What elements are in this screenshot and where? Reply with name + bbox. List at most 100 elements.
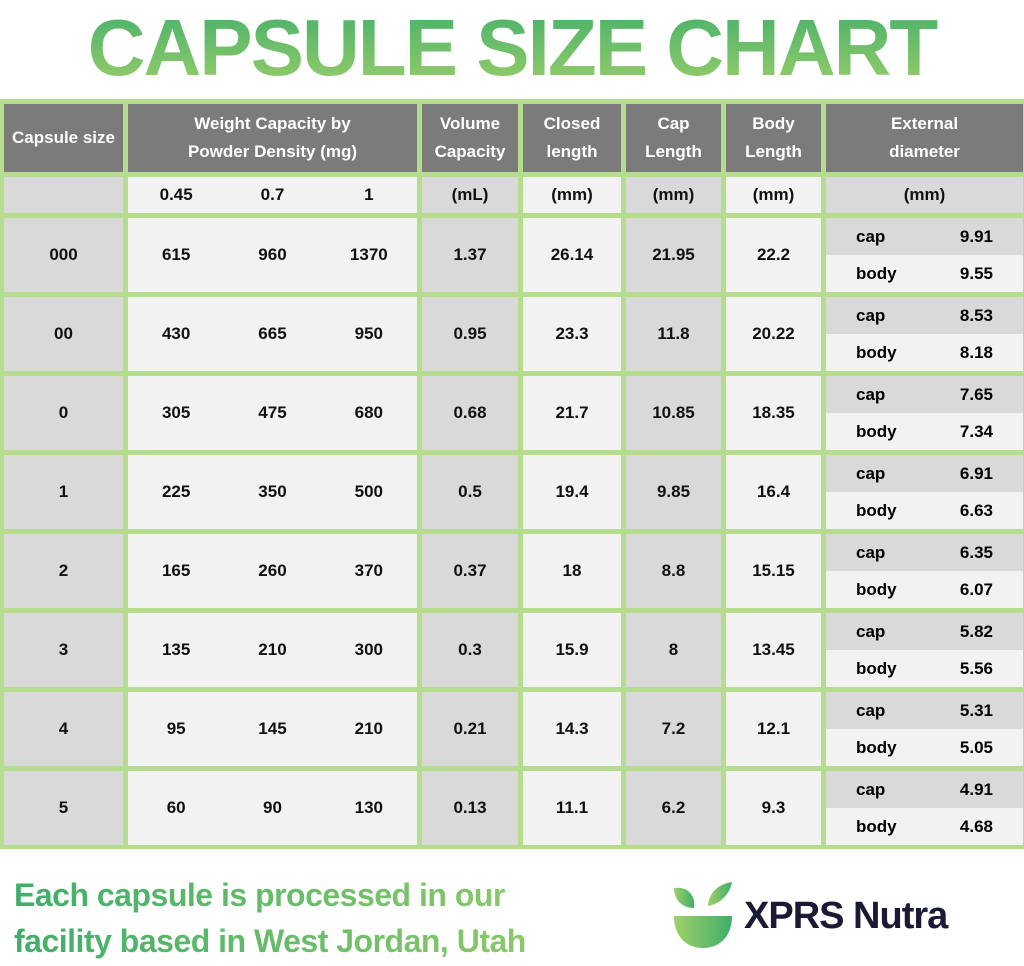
body-length-cell: 9.3 [726,771,821,845]
body-length-cell: 18.35 [726,376,821,450]
volume-cell: 0.3 [422,613,518,687]
weight-value: 130 [354,798,384,817]
external-body-value: 9.55 [959,263,993,283]
external-body-row: body 5.56 [826,650,1023,687]
capsule-size-cell: 00 [4,297,123,371]
unit-closed: (mm) [523,177,621,213]
external-cap-label: cap [856,384,886,404]
header-closed-length: Closed length [523,104,621,172]
external-body-label: body [856,816,897,836]
closed-length-cell: 15.9 [523,613,621,687]
closed-length-cell: 23.3 [523,297,621,371]
external-cap-row: cap 6.91 [826,455,1023,492]
unit-external: (mm) [826,177,1023,213]
body-length-cell: 13.45 [726,613,821,687]
capsule-size-cell: 3 [4,613,123,687]
external-diameter-cell: cap 6.35 body 6.07 [826,534,1023,608]
external-cap-row: cap 5.31 [826,692,1023,729]
external-diameter-cell: cap 7.65 body 7.34 [826,376,1023,450]
weight-value: 500 [354,482,384,501]
cap-length-cell: 21.95 [626,218,721,292]
external-cap-label: cap [856,542,886,562]
external-body-label: body [856,421,897,441]
cap-length-cell: 10.85 [626,376,721,450]
cap-length-cell: 6.2 [626,771,721,845]
external-cap-value: 6.35 [959,542,993,562]
bowl-with-leaves-icon [674,882,732,948]
weight-value: 60 [166,798,186,817]
external-body-label: body [856,500,897,520]
weight-value: 145 [258,719,287,738]
page-title: CAPSULE SIZE CHART [0,0,1024,96]
external-cap-row: cap 9.91 [826,218,1023,255]
weight-value: 960 [258,245,287,264]
weight-capacity-cell: 225 350 500 [128,455,417,529]
external-body-label: body [856,658,897,678]
volume-cell: 0.95 [422,297,518,371]
external-cap-row: cap 7.65 [826,376,1023,413]
closed-length-cell: 21.7 [523,376,621,450]
header-capsule-size: Capsule size [4,104,123,172]
external-body-row: body 7.34 [826,413,1023,450]
closed-length-cell: 11.1 [523,771,621,845]
external-cap-value: 8.53 [959,305,993,325]
external-cap-value: 4.91 [959,779,993,799]
capsule-size-cell: 1 [4,455,123,529]
external-cap-value: 7.65 [959,384,993,404]
external-body-row: body 8.18 [826,334,1023,371]
weight-value: 430 [161,324,191,343]
external-body-value: 6.07 [959,579,993,599]
external-body-label: body [856,579,897,599]
header-external-diameter: External diameter [826,104,1023,172]
external-body-value: 6.63 [959,500,993,520]
external-cap-value: 9.91 [959,226,993,246]
external-cap-row: cap 8.53 [826,297,1023,334]
external-diameter-cell: cap 4.91 body 4.68 [826,771,1023,845]
weight-value: 665 [258,324,287,343]
external-cap-label: cap [856,779,886,799]
external-diameter-cell: cap 5.31 body 5.05 [826,692,1023,766]
external-body-value: 7.34 [959,421,993,441]
external-body-value: 5.56 [959,658,993,678]
density-0-7: 0.7 [260,185,285,204]
cap-length-cell: 11.8 [626,297,721,371]
weight-value: 350 [258,482,287,501]
footer-line-2: facility based in West Jordan, Utah [14,923,526,959]
volume-cell: 0.5 [422,455,518,529]
cap-length-cell: 7.2 [626,692,721,766]
external-body-row: body 4.68 [826,808,1023,845]
body-length-cell: 22.2 [726,218,821,292]
weight-capacity-cell: 305 475 680 [128,376,417,450]
external-cap-row: cap 4.91 [826,771,1023,808]
external-body-value: 4.68 [959,816,993,836]
body-length-cell: 20.22 [726,297,821,371]
weight-capacity-cell: 430 665 950 [128,297,417,371]
closed-length-cell: 19.4 [523,455,621,529]
closed-length-cell: 26.14 [523,218,621,292]
external-cap-value: 5.31 [959,700,993,720]
external-cap-value: 6.91 [959,463,993,483]
capsule-size-cell: 2 [4,534,123,608]
external-body-row: body 6.63 [826,492,1023,529]
weight-value: 305 [161,403,191,422]
weight-value: 300 [354,640,384,659]
closed-length-cell: 18 [523,534,621,608]
header-weight-capacity: Weight Capacity by Powder Density (mg) [128,104,417,172]
external-body-value: 8.18 [959,342,993,362]
external-cap-label: cap [856,305,886,325]
weight-value: 165 [161,561,191,580]
unit-cap: (mm) [626,177,721,213]
weight-value: 95 [166,719,186,738]
body-length-cell: 15.15 [726,534,821,608]
external-diameter-cell: cap 6.91 body 6.63 [826,455,1023,529]
volume-cell: 1.37 [422,218,518,292]
volume-cell: 0.37 [422,534,518,608]
weight-capacity-cell: 95 145 210 [128,692,417,766]
weight-value: 370 [354,561,384,580]
external-cap-label: cap [856,621,886,641]
weight-value: 680 [354,403,384,422]
external-body-value: 5.05 [959,737,993,757]
capsule-size-cell: 5 [4,771,123,845]
volume-cell: 0.68 [422,376,518,450]
unit-volume: (mL) [422,177,518,213]
